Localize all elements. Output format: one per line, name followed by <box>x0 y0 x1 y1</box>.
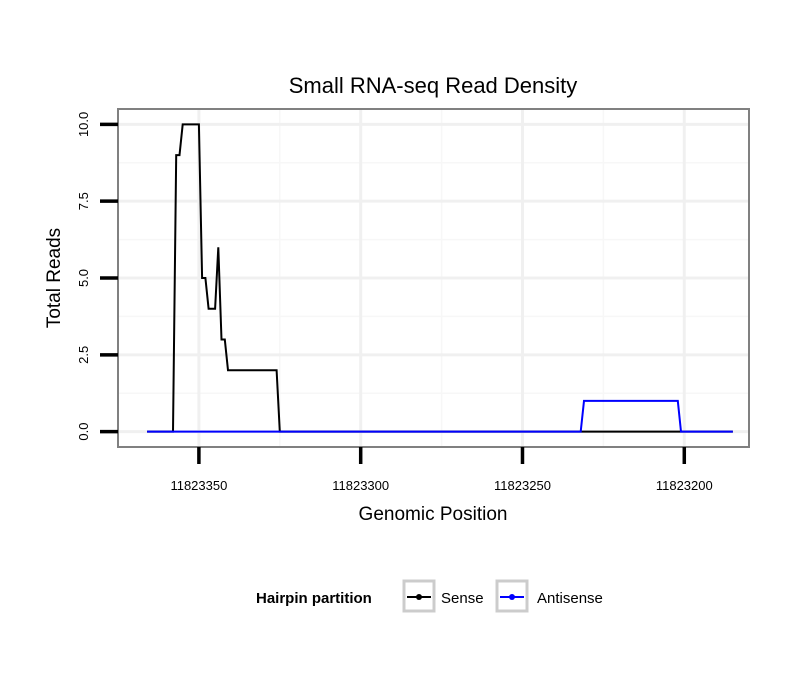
x-axis-title: Genomic Position <box>359 504 508 525</box>
y-tick-label: 10.0 <box>76 112 91 137</box>
y-axis-title: Total Reads <box>44 228 65 328</box>
x-tick-label: 11823350 <box>170 478 227 493</box>
x-axis-ticks: 11823350 11823300 11823250 11823200 <box>170 447 713 493</box>
legend-title: Hairpin partition <box>256 590 372 607</box>
legend-label-antisense: Antisense <box>537 590 603 607</box>
y-tick-label: 2.5 <box>76 346 91 364</box>
y-tick-label: 7.5 <box>76 192 91 210</box>
x-tick-label: 11823250 <box>494 478 551 493</box>
legend: Hairpin partition Sense Antisense <box>256 579 603 613</box>
grid-lines <box>117 109 749 447</box>
chart-title: Small RNA-seq Read Density <box>289 73 578 98</box>
x-tick-label: 11823200 <box>656 478 713 493</box>
y-tick-label: 5.0 <box>76 269 91 287</box>
x-tick-label: 11823300 <box>332 478 389 493</box>
legend-point-antisense <box>509 594 515 600</box>
legend-label-sense: Sense <box>441 590 484 607</box>
y-axis-ticks: 0.0 2.5 5.0 7.5 10.0 <box>76 112 118 441</box>
series-lines <box>147 123 733 433</box>
series-line-antisense <box>147 399 733 433</box>
y-tick-label: 0.0 <box>76 423 91 441</box>
legend-point-sense <box>416 594 422 600</box>
